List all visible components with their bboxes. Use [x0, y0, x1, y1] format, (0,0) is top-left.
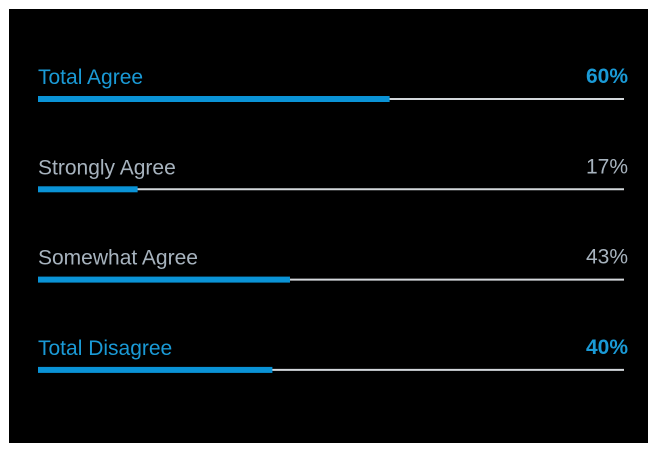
value-label: 40%	[586, 336, 628, 359]
value-label: 60%	[586, 65, 628, 88]
bar	[38, 96, 390, 102]
row-label: Total Agree	[38, 66, 143, 89]
bar	[38, 366, 273, 373]
row-label: Somewhat Agree	[38, 247, 198, 270]
value-label: 43%	[586, 246, 628, 269]
row-label: Strongly Agree	[38, 156, 176, 179]
bar	[38, 276, 290, 283]
value-label: 17%	[586, 155, 628, 178]
bar	[38, 186, 138, 193]
row-label: Total Disagree	[38, 337, 172, 360]
